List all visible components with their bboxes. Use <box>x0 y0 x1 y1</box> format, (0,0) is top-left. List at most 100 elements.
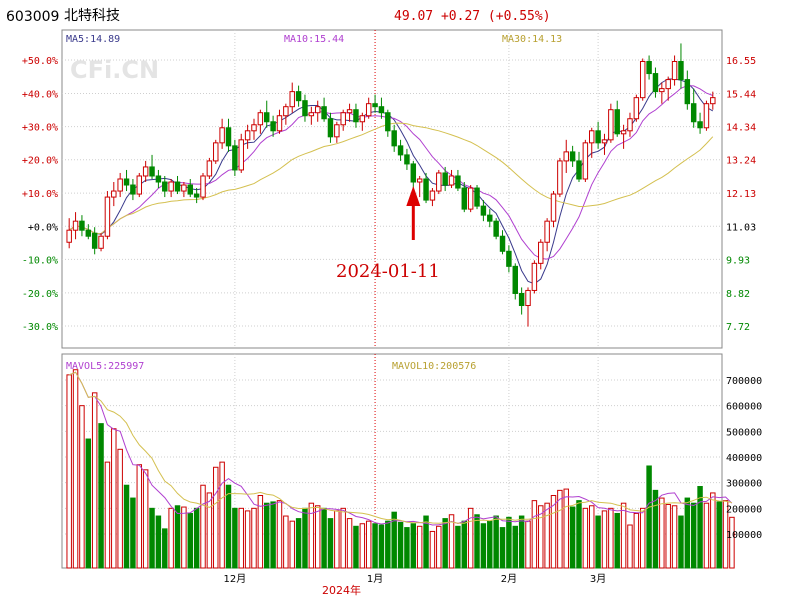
right-tick-label: 7.72 <box>726 322 750 333</box>
left-tick-label: +40.0% <box>22 89 58 100</box>
candle-body <box>244 130 251 141</box>
volume-bar <box>455 525 461 569</box>
candle-body <box>346 109 353 114</box>
volume-bar <box>187 512 193 569</box>
candle-body <box>257 112 264 126</box>
ma5-label: MA5:14.89 <box>66 34 120 45</box>
volume-bar <box>665 503 671 569</box>
volume-bar <box>690 502 697 569</box>
volume-bar <box>85 438 92 569</box>
candle-body <box>499 235 506 252</box>
candle-body <box>295 91 302 102</box>
volume-bar <box>416 525 423 569</box>
ma10-label: MA10:15.44 <box>284 34 344 45</box>
volume-bar <box>308 502 315 569</box>
volume-bar <box>174 505 181 569</box>
x-tick-label: 2月 <box>501 573 517 585</box>
ma30-label: MA30:14.13 <box>502 34 562 45</box>
candle-body <box>423 178 429 201</box>
candle-body <box>410 163 417 183</box>
x-tick-label: 12月 <box>224 573 247 585</box>
volume-bar <box>117 448 123 569</box>
left-axis: +50.0% +40.0% +30.0% +20.0% +10.0% +0.0% -10.0… <box>22 56 58 333</box>
candle-body <box>512 265 518 294</box>
candle-body <box>710 97 716 105</box>
candle-body <box>66 229 72 243</box>
candle-body <box>429 190 436 201</box>
candle-body <box>142 166 149 177</box>
watermark: CFi.CN <box>70 56 159 84</box>
volume-bar <box>104 461 111 569</box>
price-panel: CFi.CN MA5:14.89 MA10:15.44 MA30:14.13 +… <box>22 29 756 349</box>
volume-bar <box>91 392 98 569</box>
candle-body <box>595 130 601 144</box>
candle-body <box>550 193 557 222</box>
candle-body <box>327 118 334 138</box>
volume-bar <box>162 528 168 569</box>
right-tick-label: 13.24 <box>726 156 756 167</box>
candle-body <box>416 178 423 183</box>
volume-bar <box>276 500 283 569</box>
candle-body <box>652 73 659 93</box>
right-tick-label: 14.34 <box>726 123 756 134</box>
volume-bar <box>397 521 404 569</box>
volume-bar <box>467 507 474 569</box>
candle-body <box>302 100 308 117</box>
volume-bar <box>506 516 512 569</box>
volume-bar <box>531 500 538 569</box>
volume-tick-label: 600000 <box>726 402 762 413</box>
volume-bar <box>334 510 340 569</box>
candle-body <box>270 121 276 132</box>
volume-bar <box>544 502 550 569</box>
right-tick-label: 8.82 <box>726 289 750 300</box>
volume-bar <box>346 518 353 569</box>
candle-body <box>608 109 614 141</box>
volume-bar <box>130 497 136 569</box>
candle-body <box>104 196 111 237</box>
volume-bar <box>493 515 499 569</box>
candle-body <box>391 130 397 147</box>
price-panel-frame <box>61 29 723 349</box>
volume-bar <box>410 523 417 569</box>
volume-bar <box>678 515 684 569</box>
candle-body <box>582 142 589 180</box>
volume-bar <box>525 520 531 569</box>
candle-body <box>136 175 143 195</box>
candle-body <box>264 112 270 123</box>
candle-body <box>225 127 232 147</box>
candle-body <box>174 181 181 192</box>
candle-body <box>98 235 104 249</box>
volume-bar <box>461 520 468 569</box>
volume-bar <box>487 520 493 569</box>
volume-bar <box>213 466 219 569</box>
candle-body <box>506 250 512 267</box>
left-tick-label: +30.0% <box>22 123 58 134</box>
candle-body <box>703 103 710 129</box>
volume-bar <box>302 507 308 569</box>
candle-body <box>85 229 92 237</box>
volume-bar <box>601 510 608 569</box>
volume-bar <box>257 495 264 569</box>
volume-bar <box>149 507 155 569</box>
candle-body <box>569 151 576 162</box>
candle-body <box>646 61 652 75</box>
volume-bar <box>582 507 589 569</box>
volume-bar <box>429 530 436 569</box>
volume-bar <box>238 507 244 569</box>
candle-body <box>91 232 98 249</box>
volume-bar <box>123 484 130 569</box>
volume-bar <box>372 523 378 569</box>
candle-body <box>576 160 582 180</box>
volume-bar <box>314 505 321 569</box>
volume-bar <box>264 502 270 569</box>
volume-bar <box>327 518 334 569</box>
candle-body <box>200 175 206 198</box>
volume-bar <box>684 497 691 569</box>
candle-body <box>518 292 525 307</box>
date-annotation: 2024-01-11 <box>336 261 440 282</box>
volume-bar <box>251 507 257 569</box>
volume-bar <box>614 512 620 569</box>
candle-body <box>671 61 678 81</box>
candle-body <box>627 118 633 132</box>
volume-bar <box>716 501 722 569</box>
